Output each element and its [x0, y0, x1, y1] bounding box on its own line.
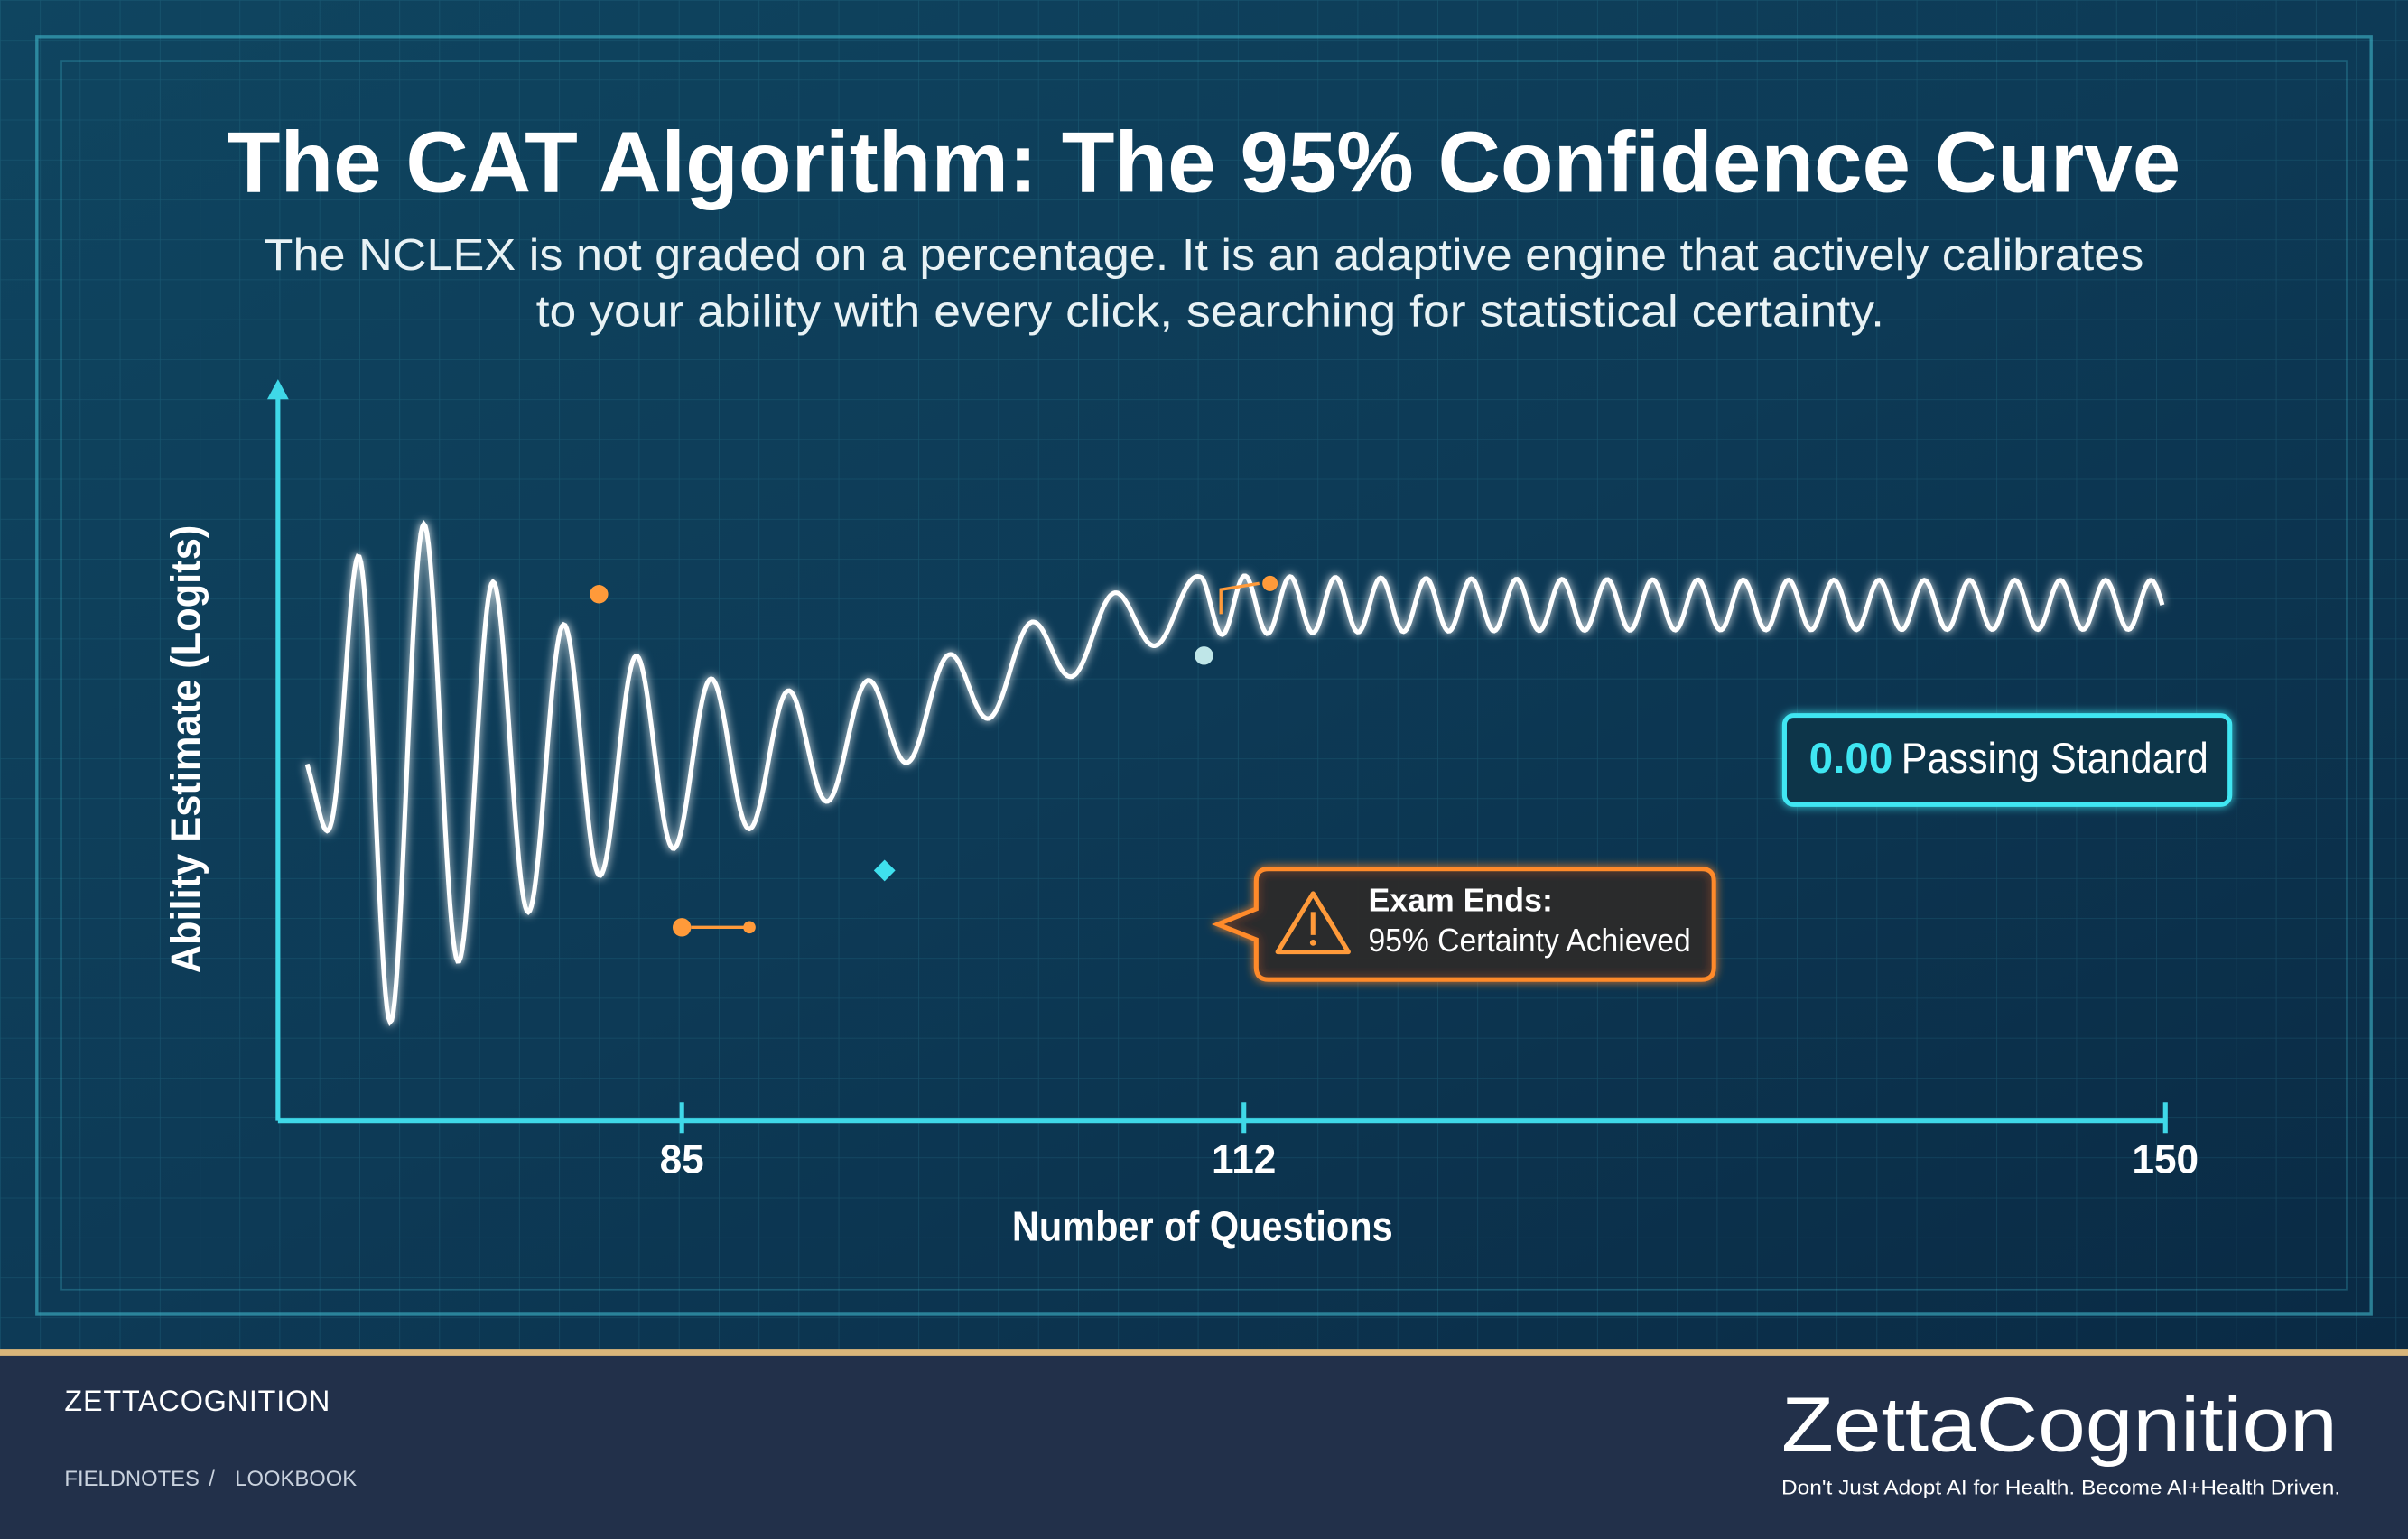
marker: [1195, 646, 1213, 665]
passing-value: 0.00: [1809, 735, 1893, 783]
warning-icon: [1309, 939, 1316, 946]
subtitle: to your ability with every click, search…: [536, 287, 1884, 337]
passing-label: Passing Standard: [1901, 735, 2208, 783]
marker: [672, 918, 692, 937]
footer-rule: [0, 1349, 2408, 1356]
breadcrumb-link[interactable]: LOOKBOOK: [235, 1467, 357, 1491]
warning-icon: [1275, 891, 1351, 955]
breadcrumb-link[interactable]: FIELDNOTES: [64, 1467, 199, 1491]
y-arrow: [266, 379, 289, 400]
callout-text: 95% Certainty Achieved: [1368, 922, 1690, 959]
x-tick-label: 112: [1212, 1137, 1276, 1182]
title: The CAT Algorithm: The 95% Confidence Cu…: [228, 115, 2181, 210]
marker: [590, 585, 609, 604]
logo: ZettaCognition: [1781, 1383, 2338, 1469]
x-tick-label: 85: [660, 1137, 704, 1182]
frame-inner: [60, 60, 2348, 1291]
marker: [873, 859, 896, 882]
footer: [0, 1350, 2408, 1539]
label-box: [1781, 713, 2233, 807]
marker-line: [1219, 581, 1260, 615]
marker: [1262, 575, 1278, 591]
x-tick-label: 150: [2132, 1137, 2199, 1182]
marker: [743, 921, 756, 934]
callout: Exam Ends: 95% Certainty Achieved: [1211, 867, 1716, 982]
ability-curve: [304, 520, 2165, 1026]
y-axis-label: Ability Estimate (Logits): [162, 525, 209, 974]
callout-title: Exam Ends:: [1368, 883, 1552, 919]
passing-standard-box: 0.00 Passing Standard: [1781, 713, 2233, 807]
subtitle: The NCLEX is not graded on a percentage.…: [265, 230, 2144, 280]
brand[interactable]: ZETTACOGNITION: [64, 1385, 330, 1417]
frame: [35, 35, 2373, 1316]
tagline: Don't Just Adopt AI for Health. Become A…: [1781, 1477, 2340, 1499]
breadcrumb-separator: /: [209, 1467, 215, 1491]
x-axis-label: Number of Questions: [1012, 1203, 1393, 1250]
